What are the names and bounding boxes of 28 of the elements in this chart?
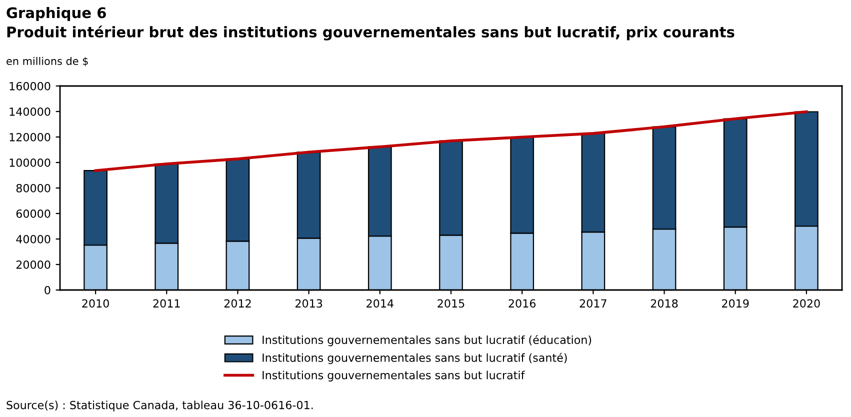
x-tick-label: 2014 bbox=[366, 299, 394, 308]
x-tick-label: 2016 bbox=[508, 299, 536, 308]
x-tick-label: 2012 bbox=[224, 299, 251, 308]
x-tick-label: 2017 bbox=[580, 299, 606, 308]
source-note: Source(s) : Statistique Canada, tableau 36-10-0616-01. bbox=[6, 400, 313, 412]
y-tick-label: 100000 bbox=[10, 158, 50, 167]
x-tick-label: 2013 bbox=[295, 299, 322, 308]
chart-subtitle: Produit intérieur brut des institutions gouvernementales sans but lucratif, prix courants bbox=[7, 26, 734, 40]
y-axis-title: en millions de $ bbox=[6, 56, 88, 66]
y-tick-label: 160000 bbox=[10, 82, 50, 90]
y-tick-label: 140000 bbox=[10, 107, 50, 116]
x-tick-label: 2010 bbox=[82, 299, 109, 308]
x-tick-label: 2019 bbox=[722, 299, 749, 308]
legend-label: Institutions gouvernementales sans but lucratif (santé) bbox=[262, 352, 567, 364]
x-tick-label: 2020 bbox=[793, 299, 820, 308]
y-tick-label: 20000 bbox=[16, 260, 50, 269]
y-tick-label: 0 bbox=[44, 286, 50, 294]
x-tick-label: 2011 bbox=[153, 299, 180, 308]
x-tick-label: 2018 bbox=[650, 299, 678, 308]
line-series bbox=[94, 110, 808, 172]
y-tick-label: 120000 bbox=[10, 132, 50, 142]
chart-title: Graphique 6 bbox=[6, 6, 106, 22]
y-tick-label: 80000 bbox=[16, 184, 50, 192]
y-tick-label: 40000 bbox=[16, 234, 50, 244]
x-tick-label: 2015 bbox=[438, 299, 464, 308]
legend-label: Institutions gouvernementales sans but lucratif (éducation) bbox=[262, 335, 592, 346]
y-tick-label: 60000 bbox=[16, 209, 50, 218]
legend-label: Institutions gouvernementales sans but lucratif bbox=[262, 370, 525, 382]
